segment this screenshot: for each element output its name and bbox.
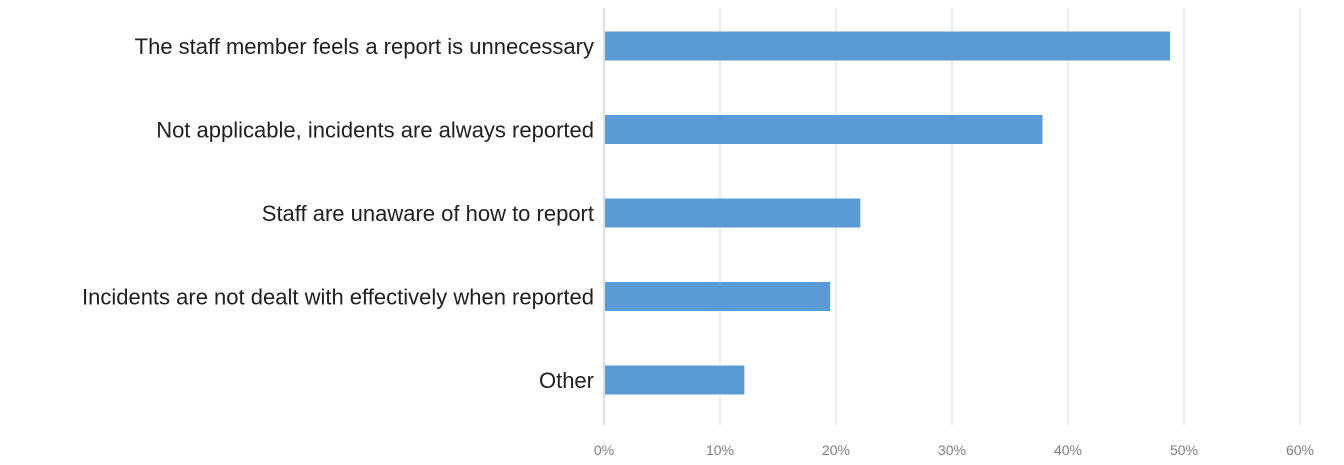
x-tick-labels: 0% 10% 20% 30% 40% 50% 60%	[594, 442, 1314, 458]
category-label: Other	[539, 368, 594, 393]
bar	[605, 198, 861, 228]
x-tick-label: 50%	[1170, 442, 1198, 458]
category-label: The staff member feels a report is unnec…	[135, 34, 594, 59]
x-tick-label: 40%	[1054, 442, 1082, 458]
bar	[605, 365, 745, 395]
category-label: Incidents are not dealt with effectively…	[82, 285, 594, 310]
x-tick-label: 20%	[822, 442, 850, 458]
category-labels: The staff member feels a report is unnec…	[82, 34, 594, 393]
x-tick-label: 60%	[1286, 442, 1314, 458]
x-tick-label: 30%	[938, 442, 966, 458]
category-label: Staff are unaware of how to report	[262, 201, 594, 226]
category-label: Not applicable, incidents are always rep…	[156, 118, 594, 143]
bar	[605, 31, 1171, 61]
bar	[605, 115, 1043, 144]
gridlines	[719, 8, 1301, 425]
x-tick-label: 10%	[706, 442, 734, 458]
bar	[605, 282, 831, 311]
x-tick-label: 0%	[594, 442, 614, 458]
bars	[605, 31, 1171, 395]
